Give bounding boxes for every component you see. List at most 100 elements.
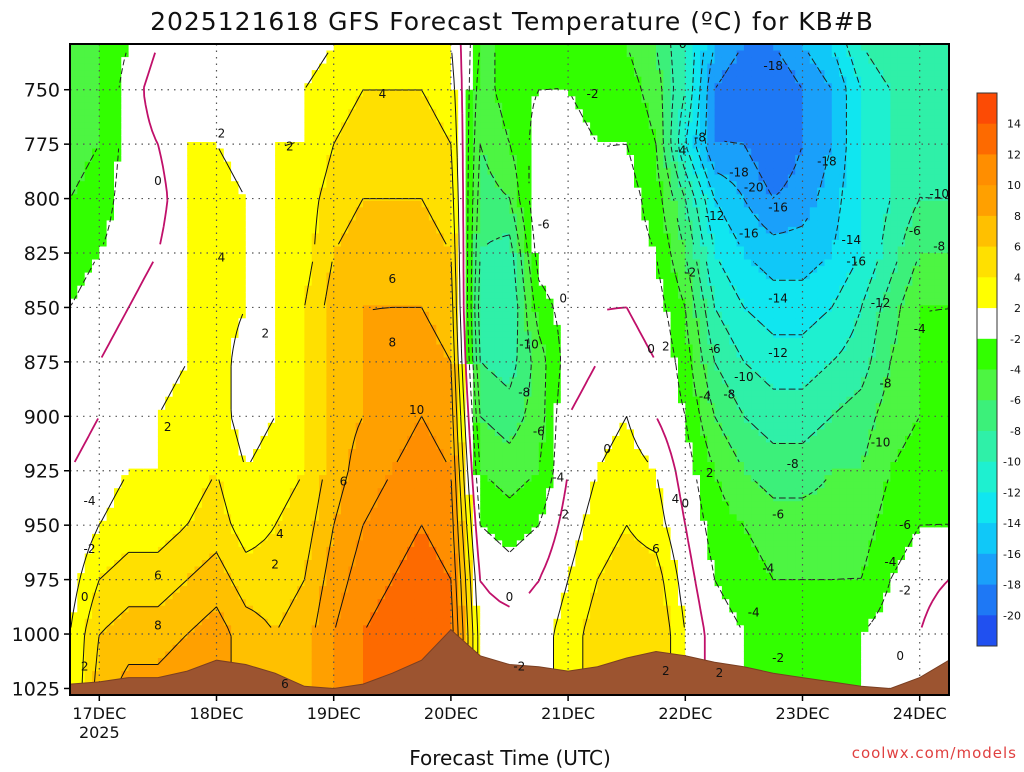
temperature-cell <box>231 540 239 548</box>
temperature-cell <box>326 298 335 306</box>
temperature-cell <box>297 63 305 71</box>
temperature-cell <box>341 631 349 639</box>
temperature-cell <box>421 540 430 548</box>
temperature-cell <box>297 435 305 443</box>
temperature-cell <box>172 553 181 561</box>
temperature-cell <box>399 573 408 581</box>
temperature-cell <box>304 115 313 123</box>
temperature-cell <box>157 63 166 71</box>
temperature-cell <box>311 70 320 78</box>
temperature-cell <box>245 187 254 195</box>
temperature-cell <box>326 161 335 169</box>
temperature-cell <box>223 435 232 443</box>
temperature-cell <box>238 305 247 313</box>
temperature-cell <box>370 207 379 215</box>
temperature-cell <box>92 50 100 58</box>
temperature-cell <box>165 579 174 587</box>
temperature-cell <box>297 233 305 241</box>
temperature-cell <box>194 233 203 241</box>
temperature-cell <box>84 592 93 600</box>
temperature-cell <box>223 148 232 156</box>
temperature-cell <box>231 226 239 234</box>
temperature-cell <box>421 187 430 195</box>
temperature-cell <box>260 194 269 202</box>
temperature-cell <box>304 383 313 391</box>
temperature-cell <box>326 246 335 254</box>
temperature-cell <box>201 311 210 319</box>
temperature-cell <box>223 416 232 424</box>
temperature-cell <box>275 455 283 463</box>
temperature-cell <box>311 292 320 300</box>
temperature-cell <box>348 573 357 581</box>
temperature-cell <box>165 560 174 568</box>
temperature-cell <box>385 168 393 176</box>
temperature-cell <box>282 194 291 202</box>
temperature-cell <box>135 364 144 372</box>
temperature-cell <box>392 213 401 221</box>
temperature-cell <box>223 442 232 450</box>
temperature-cell <box>385 618 393 626</box>
temperature-cell <box>289 298 298 306</box>
temperature-cell <box>165 233 174 241</box>
temperature-cell <box>201 651 210 659</box>
temperature-cell <box>267 390 276 398</box>
temperature-cell <box>92 560 100 568</box>
temperature-cell <box>333 246 342 254</box>
temperature-cell <box>297 298 305 306</box>
temperature-cell <box>407 658 415 666</box>
temperature-cell <box>194 625 203 633</box>
temperature-cell <box>99 422 108 430</box>
temperature-cell <box>92 337 100 345</box>
temperature-cell <box>150 422 159 430</box>
temperature-cell <box>106 573 115 581</box>
temperature-cell <box>106 89 115 97</box>
temperature-cell <box>348 462 357 470</box>
temperature-cell <box>319 344 327 352</box>
temperature-cell <box>414 351 423 359</box>
temperature-cell <box>304 416 313 424</box>
temperature-cell <box>275 566 283 574</box>
temperature-cell <box>84 318 93 326</box>
temperature-cell <box>128 488 137 496</box>
temperature-cell <box>253 579 261 587</box>
temperature-cell <box>407 83 415 91</box>
temperature-cell <box>106 161 115 169</box>
temperature-cell <box>92 44 100 52</box>
temperature-cell <box>179 612 188 620</box>
temperature-cell <box>106 122 115 130</box>
temperature-cell <box>84 292 93 300</box>
temperature-cell <box>253 422 261 430</box>
temperature-cell <box>77 148 86 156</box>
temperature-cell <box>289 135 298 143</box>
temperature-cell <box>172 259 181 267</box>
temperature-cell <box>99 272 108 280</box>
temperature-cell <box>275 599 283 607</box>
temperature-cell <box>421 89 430 97</box>
temperature-cell <box>84 442 93 450</box>
temperature-cell <box>179 181 188 189</box>
temperature-cell <box>289 599 298 607</box>
temperature-cell <box>414 605 423 613</box>
temperature-cell <box>143 579 152 587</box>
temperature-cell <box>399 605 408 613</box>
temperature-cell <box>282 220 291 228</box>
temperature-cell <box>304 449 313 457</box>
temperature-cell <box>70 318 78 326</box>
temperature-cell <box>157 488 166 496</box>
temperature-cell <box>399 435 408 443</box>
temperature-cell <box>223 377 232 385</box>
temperature-cell <box>121 553 130 561</box>
temperature-cell <box>319 631 327 639</box>
temperature-cell <box>172 102 181 110</box>
temperature-cell <box>223 351 232 359</box>
temperature-cell <box>179 135 188 143</box>
temperature-cell <box>267 481 276 489</box>
temperature-cell <box>157 618 166 626</box>
temperature-cell <box>231 488 239 496</box>
temperature-cell <box>377 344 386 352</box>
temperature-cell <box>92 148 100 156</box>
temperature-cell <box>289 383 298 391</box>
temperature-cell <box>363 390 371 398</box>
temperature-cell <box>179 272 188 280</box>
temperature-cell <box>326 631 335 639</box>
